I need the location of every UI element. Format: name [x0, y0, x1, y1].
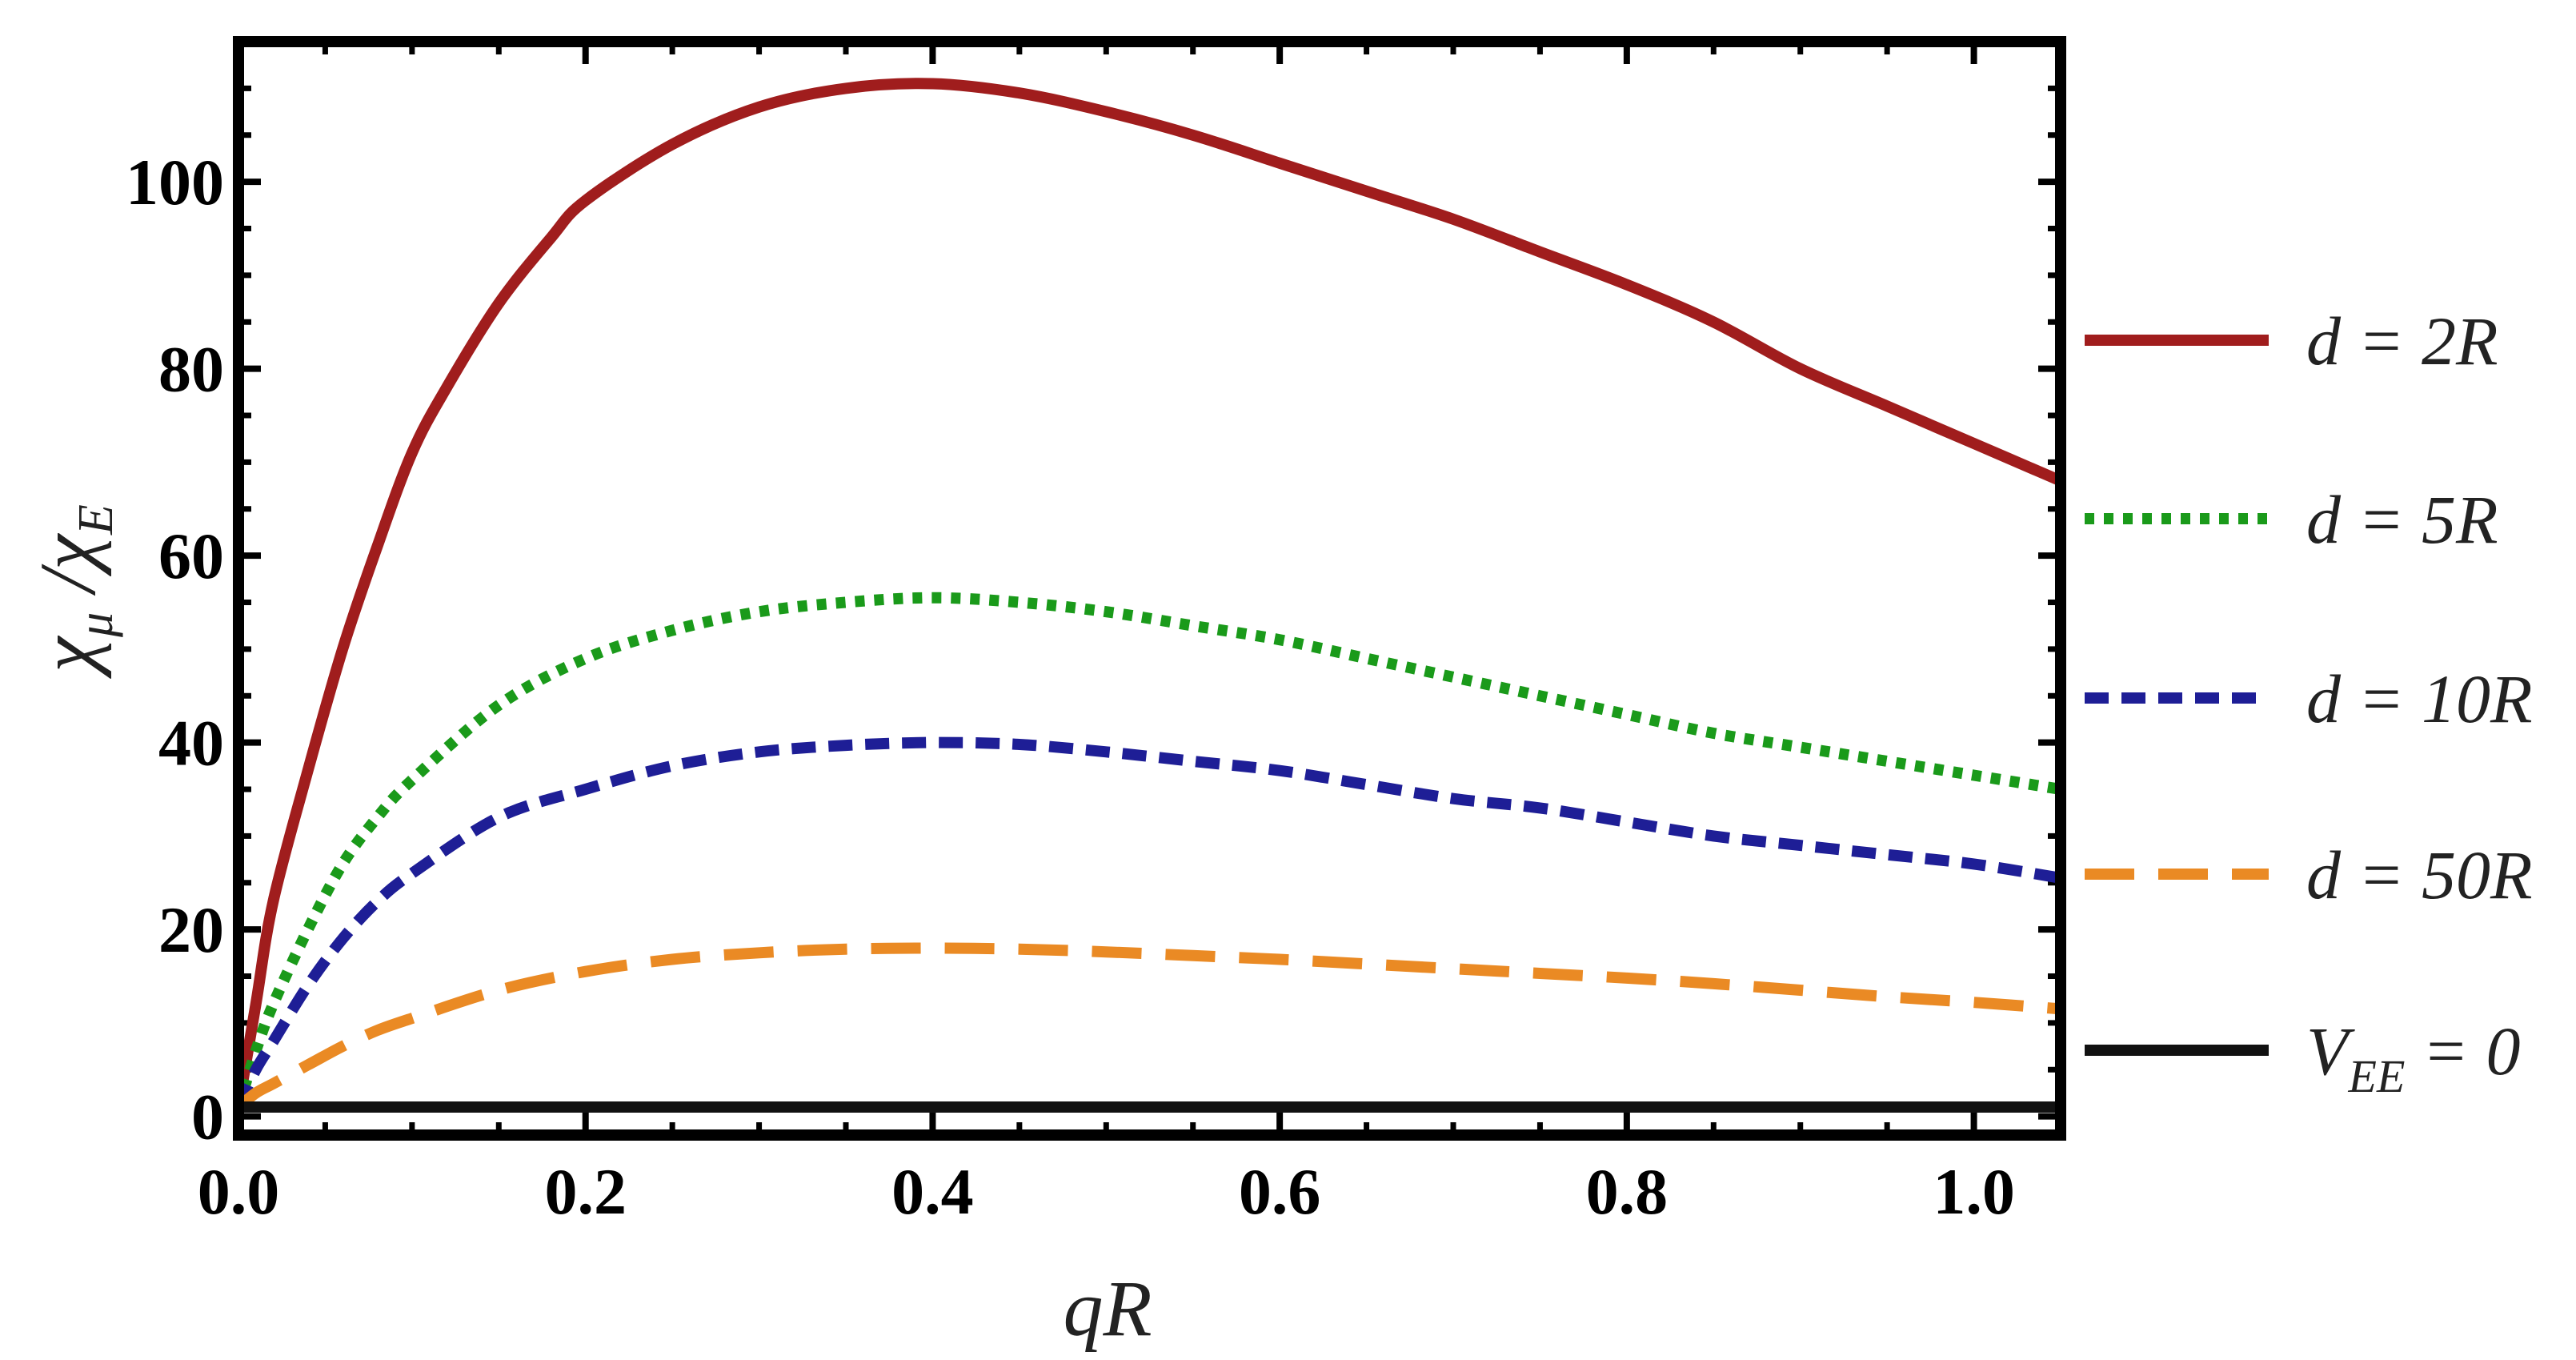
legend-label-d10r: d = 10R: [2306, 660, 2533, 737]
x-tick-label: 0.6: [1239, 1155, 1321, 1228]
x-tick-label: 0.0: [198, 1155, 280, 1228]
axis-tick-labels: 0.0 0.2 0.4 0.6 0.8 1.0 0 20 40 60 80 100: [126, 146, 2015, 1228]
legend-label-vee0-rest: = 0: [2405, 1013, 2520, 1089]
series-line-1: [238, 592, 2061, 1109]
y-tick-label: 0: [191, 1081, 224, 1153]
series-line-0: [238, 78, 2061, 1109]
y-tick-label: 60: [158, 520, 224, 592]
y-tick-label: 40: [158, 707, 224, 780]
legend-label-d50r: d = 50R: [2306, 836, 2533, 913]
legend-label-vee0-main: V: [2306, 1013, 2355, 1089]
legend-label-d5r: d = 5R: [2306, 481, 2498, 558]
series-layer: [238, 78, 2061, 1113]
y-tick-label: 80: [158, 333, 224, 406]
y-tick-label: 100: [126, 146, 224, 219]
x-tick-label: 0.2: [544, 1155, 627, 1228]
y-axis-title-main: χ: [23, 635, 112, 680]
legend-label-vee0-sub: EE: [2348, 1050, 2406, 1102]
series-line-3: [238, 942, 2061, 1112]
y-axis-title-main-2: χ: [23, 532, 112, 577]
y-axis-title-sep: /: [23, 564, 112, 612]
legend: d = 2R d = 5R d = 10R d = 50R VEE = 0: [2085, 303, 2533, 1102]
x-tick-label: 1.0: [1933, 1155, 2015, 1228]
x-tick-label: 0.4: [891, 1155, 974, 1228]
legend-label-d2r: d = 2R: [2306, 303, 2498, 379]
plot-frame: [233, 36, 2066, 1141]
legend-label-vee0: VEE = 0: [2306, 1013, 2520, 1102]
x-axis-title: qR: [1063, 1264, 1152, 1353]
y-axis-title: χμ /χE: [23, 504, 123, 680]
series-line-2: [238, 736, 2061, 1109]
y-axis-title-sub-2: E: [69, 504, 123, 536]
y-axis-title-sub-1: μ: [69, 612, 123, 638]
x-tick-label: 0.8: [1586, 1155, 1669, 1228]
y-tick-label: 20: [158, 893, 224, 966]
